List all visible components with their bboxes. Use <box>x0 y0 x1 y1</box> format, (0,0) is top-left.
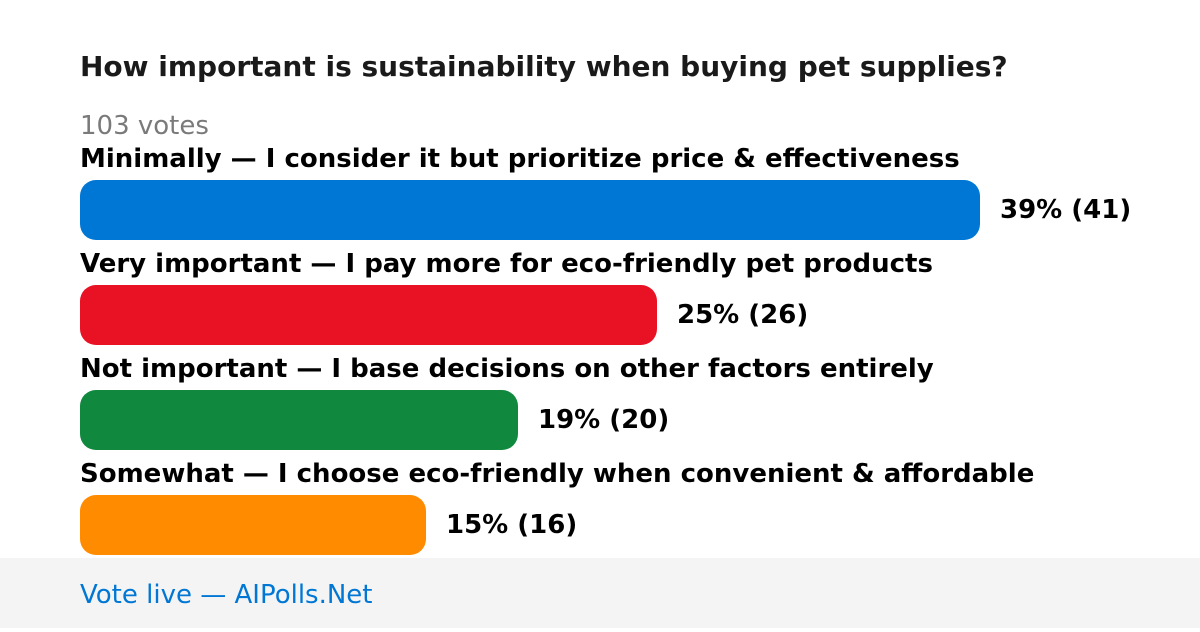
result-value-label: 39% (41) <box>1000 195 1132 225</box>
option-label: Somewhat — I choose eco-friendly when co… <box>80 459 1035 489</box>
result-bar <box>80 285 657 345</box>
vote-count: 103 votes <box>80 111 209 141</box>
option-label: Minimally — I consider it but prioritize… <box>80 144 960 174</box>
result-bar <box>80 180 980 240</box>
footer-bar: Vote live — AIPolls.Net <box>0 558 1200 628</box>
option-label: Not important — I base decisions on othe… <box>80 354 934 384</box>
result-value-label: 15% (16) <box>446 510 578 540</box>
result-bar <box>80 495 426 555</box>
result-value-label: 25% (26) <box>677 300 809 330</box>
result-bar <box>80 390 518 450</box>
vote-live-link[interactable]: Vote live — AIPolls.Net <box>80 580 373 610</box>
result-value-label: 19% (20) <box>538 405 670 435</box>
option-label: Very important — I pay more for eco-frie… <box>80 249 933 279</box>
poll-title: How important is sustainability when buy… <box>80 50 1008 83</box>
